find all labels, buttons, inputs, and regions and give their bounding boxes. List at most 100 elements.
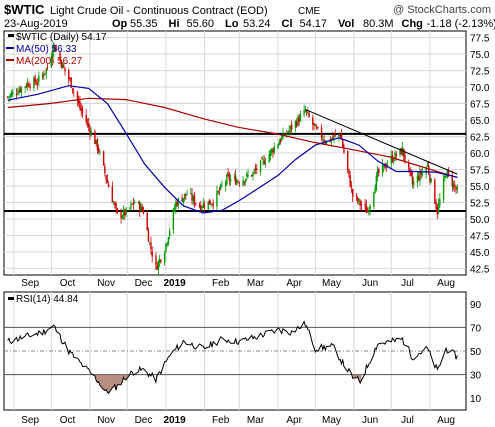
y-tick-label: 47.5 — [470, 231, 490, 242]
quote-label: Hi — [169, 18, 180, 30]
candle — [228, 171, 231, 186]
x-tick-label: Feb — [212, 278, 230, 289]
candle — [20, 86, 23, 98]
candle — [73, 87, 75, 97]
candle — [151, 246, 153, 263]
candle — [346, 150, 349, 174]
candle — [212, 199, 214, 210]
x-tick-label: Nov — [97, 415, 115, 426]
candle — [294, 120, 297, 133]
candle — [278, 138, 280, 146]
candle — [10, 90, 13, 98]
candle — [376, 166, 379, 182]
candle — [18, 86, 20, 96]
candle — [211, 203, 213, 208]
candle — [419, 165, 421, 186]
candle — [381, 158, 384, 177]
candle — [349, 171, 351, 188]
candle — [238, 181, 241, 187]
candle — [85, 109, 87, 126]
candle — [181, 194, 183, 203]
candle — [350, 181, 353, 193]
y-tick-label: 62.5 — [470, 133, 490, 144]
candle — [216, 185, 218, 211]
candle — [262, 155, 264, 166]
candle — [12, 88, 14, 98]
candle — [59, 50, 61, 63]
candle — [7, 96, 9, 99]
candle — [38, 71, 40, 87]
candle — [198, 202, 201, 209]
candle — [125, 206, 127, 218]
candle — [390, 150, 392, 170]
x-tick-label: Apr — [286, 278, 302, 289]
candle — [272, 147, 274, 158]
candle — [385, 162, 388, 172]
candle — [360, 200, 363, 211]
candle — [141, 203, 143, 212]
candle — [435, 199, 437, 212]
candle — [383, 164, 385, 172]
candle — [332, 131, 334, 140]
candle — [71, 88, 74, 94]
candle — [114, 201, 116, 209]
candle — [394, 150, 396, 161]
candle — [305, 110, 308, 117]
candle — [454, 180, 456, 192]
candle — [237, 180, 239, 183]
quote-row: Op 55.35 Hi 55.60 Lo 53.24 Cl 54.17 Vol 80.3M Chg -… — [112, 18, 495, 30]
candle — [34, 74, 36, 86]
candle — [160, 259, 162, 264]
candle — [81, 105, 84, 119]
candle — [112, 200, 115, 205]
candle — [16, 88, 19, 96]
candle — [105, 174, 107, 185]
candle — [97, 144, 100, 154]
quote-value: 80.3M — [363, 18, 394, 30]
candle — [455, 185, 457, 195]
candle — [35, 79, 38, 85]
candle — [124, 208, 126, 220]
candles — [7, 42, 458, 276]
candle — [436, 203, 439, 219]
candle — [247, 169, 249, 179]
x-tick-label: May — [322, 415, 341, 426]
candle — [217, 190, 219, 195]
candle — [76, 90, 79, 107]
candle — [68, 68, 70, 85]
candle — [315, 123, 318, 130]
candle — [200, 201, 202, 212]
candle — [111, 181, 114, 203]
candle — [95, 139, 97, 147]
candle — [268, 150, 270, 163]
quote-label: Chg — [402, 18, 423, 30]
ma50-line — [7, 85, 458, 214]
candle — [94, 129, 96, 145]
candle — [185, 193, 187, 201]
quote-value: -1.18 (-2.13%) — [427, 18, 495, 30]
candle — [298, 113, 300, 127]
candle — [429, 173, 431, 185]
candle — [8, 96, 10, 103]
y-tick-label: 60.0 — [470, 149, 490, 160]
rsi-y-tick-label: 30 — [470, 371, 482, 382]
date: 23-Aug-2019 — [4, 18, 68, 30]
candle — [229, 173, 232, 186]
candle — [25, 82, 28, 89]
candle — [166, 242, 168, 248]
candle — [445, 174, 447, 178]
quote-value: 53.24 — [243, 18, 271, 30]
candle — [279, 138, 282, 145]
candle — [264, 157, 267, 168]
candle — [299, 110, 302, 122]
candle — [139, 200, 141, 218]
candle — [99, 149, 101, 156]
candle — [378, 167, 380, 177]
candle — [368, 207, 370, 216]
candle — [295, 118, 298, 128]
candle — [130, 200, 132, 210]
candle — [78, 95, 80, 108]
rsi-oversold-fill — [94, 374, 130, 394]
price-y-ticks: 42.5 45.0 47.5 50.0 52.5 55.0 57.5 60.0 62.5 65.0… — [470, 34, 490, 276]
candle — [60, 59, 62, 69]
